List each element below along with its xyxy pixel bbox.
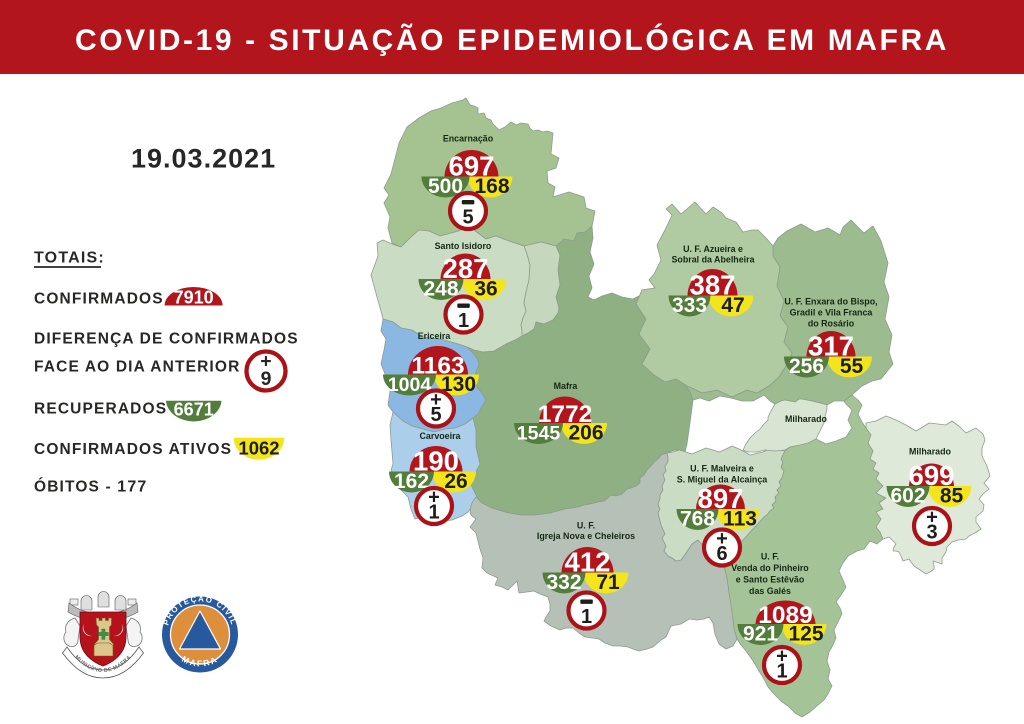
svg-text:+: + xyxy=(926,507,938,529)
svg-text:190: 190 xyxy=(413,446,459,477)
svg-text:36: 36 xyxy=(474,278,497,301)
svg-text:168: 168 xyxy=(474,175,509,198)
svg-text:248: 248 xyxy=(423,278,458,301)
svg-text:5: 5 xyxy=(462,207,473,229)
svg-text:RECUPERADOS: RECUPERADOS xyxy=(34,401,167,418)
svg-text:1062: 1062 xyxy=(238,438,279,459)
svg-text:U. F. Enxara do Bispo,: U. F. Enxara do Bispo, xyxy=(784,297,877,307)
svg-text:6671: 6671 xyxy=(174,400,214,420)
svg-text:Igreja Nova e Cheleiros: Igreja Nova e Cheleiros xyxy=(537,531,635,541)
svg-text:e Santo Estêvão: e Santo Estêvão xyxy=(736,575,805,585)
svg-text:5: 5 xyxy=(430,404,441,426)
svg-text:333: 333 xyxy=(672,294,707,317)
svg-text:332: 332 xyxy=(546,571,581,594)
svg-text:921: 921 xyxy=(743,623,778,646)
svg-text:287: 287 xyxy=(443,253,489,284)
svg-text:DIFERENÇA DE CONFIRMADOS: DIFERENÇA DE CONFIRMADOS xyxy=(34,331,299,348)
svg-text:130: 130 xyxy=(441,373,476,396)
svg-text:206: 206 xyxy=(568,422,603,445)
svg-text:1: 1 xyxy=(458,310,469,332)
svg-text:47: 47 xyxy=(721,294,744,317)
svg-text:387: 387 xyxy=(690,270,736,301)
svg-text:+: + xyxy=(428,487,440,509)
svg-text:71: 71 xyxy=(596,571,620,594)
svg-text:1545: 1545 xyxy=(517,423,561,445)
svg-text:1: 1 xyxy=(581,606,592,628)
svg-text:55: 55 xyxy=(840,355,864,378)
svg-text:U. F.: U. F. xyxy=(577,521,595,531)
svg-text:125: 125 xyxy=(788,623,823,646)
svg-text:3: 3 xyxy=(926,522,937,544)
svg-text:MAFRA: MAFRA xyxy=(180,654,220,669)
svg-text:U. F.: U. F. xyxy=(761,552,779,562)
svg-text:9: 9 xyxy=(261,368,272,390)
svg-text:7910: 7910 xyxy=(174,288,214,308)
svg-text:U. F. Azueira e: U. F. Azueira e xyxy=(683,244,743,254)
svg-text:1004: 1004 xyxy=(388,374,432,396)
svg-text:162: 162 xyxy=(394,470,429,493)
svg-text:ÓBITOS - 177: ÓBITOS - 177 xyxy=(34,478,147,496)
svg-text:TOTAIS:: TOTAIS: xyxy=(34,250,105,267)
svg-text:CONFIRMADOS: CONFIRMADOS xyxy=(34,291,164,308)
svg-text:1: 1 xyxy=(428,502,439,524)
svg-text:Encarnação: Encarnação xyxy=(443,134,494,144)
svg-text:6: 6 xyxy=(716,543,727,565)
svg-text:U. F. Malveira e: U. F. Malveira e xyxy=(690,464,754,474)
svg-text:+: + xyxy=(716,528,728,550)
svg-text:+: + xyxy=(430,389,442,411)
svg-text:FACE AO DIA ANTERIOR: FACE AO DIA ANTERIOR xyxy=(34,359,240,376)
svg-text:699: 699 xyxy=(909,460,955,491)
svg-text:Milharado: Milharado xyxy=(909,447,951,457)
svg-text:Milharado: Milharado xyxy=(785,414,827,424)
svg-text:COVID-19 - SITUAÇÃO EPIDEMIOLÓ: COVID-19 - SITUAÇÃO EPIDEMIOLÓGICA EM MA… xyxy=(75,23,949,57)
svg-text:412: 412 xyxy=(565,547,611,578)
svg-text:85: 85 xyxy=(940,485,964,508)
svg-text:CONFIRMADOS ATIVOS: CONFIRMADOS ATIVOS xyxy=(34,441,232,458)
svg-text:317: 317 xyxy=(808,331,854,362)
svg-text:S. Miguel da Alcainça: S. Miguel da Alcainça xyxy=(677,475,767,485)
svg-text:+: + xyxy=(260,351,271,373)
svg-text:Venda do Pinheiro: Venda do Pinheiro xyxy=(731,563,809,573)
svg-text:Santo Isidoro: Santo Isidoro xyxy=(435,241,492,251)
svg-text:697: 697 xyxy=(449,151,495,182)
svg-text:Carvoeira: Carvoeira xyxy=(420,431,461,441)
svg-text:do Rosário: do Rosário xyxy=(808,319,855,329)
svg-text:Gradil e Vila Franca: Gradil e Vila Franca xyxy=(790,308,873,318)
svg-text:das Galés: das Galés xyxy=(749,586,791,596)
svg-text:113: 113 xyxy=(723,508,757,531)
svg-text:19.03.2021: 19.03.2021 xyxy=(131,144,276,174)
svg-text:Ericeira: Ericeira xyxy=(418,331,451,341)
svg-text:26: 26 xyxy=(444,470,467,493)
svg-text:Mafra: Mafra xyxy=(554,381,578,391)
svg-text:897: 897 xyxy=(698,483,744,514)
svg-text:768: 768 xyxy=(680,508,715,531)
svg-text:Sobral da Abelheira: Sobral da Abelheira xyxy=(671,255,754,265)
svg-text:+: + xyxy=(776,646,788,668)
svg-text:256: 256 xyxy=(789,355,824,378)
svg-text:602: 602 xyxy=(890,485,925,508)
svg-text:1: 1 xyxy=(776,661,787,683)
svg-text:500: 500 xyxy=(428,175,463,198)
